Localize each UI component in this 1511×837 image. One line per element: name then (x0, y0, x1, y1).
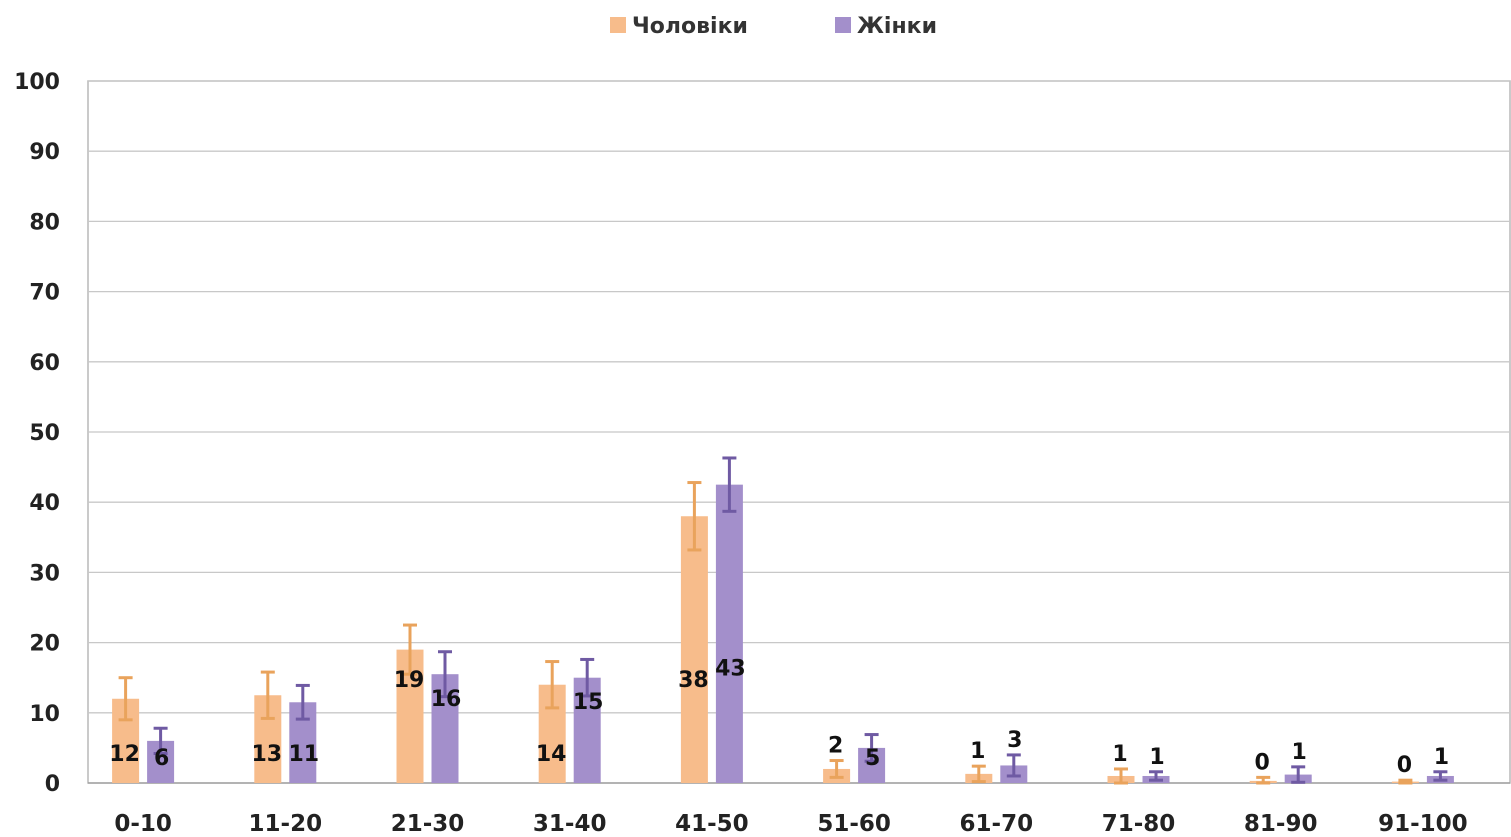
data-label: 6 (154, 746, 169, 771)
x-tick-label: 41-50 (675, 811, 749, 837)
x-tick-label: 61-70 (960, 811, 1034, 837)
x-tick-label: 21-30 (391, 811, 465, 837)
x-tick-label: 71-80 (1102, 811, 1176, 837)
y-tick-label: 20 (29, 632, 60, 657)
data-label: 12 (109, 742, 140, 767)
data-label: 1 (1292, 740, 1307, 765)
data-label: 2 (828, 734, 843, 759)
data-label: 0 (1397, 753, 1412, 778)
bar (680, 516, 708, 783)
data-label: 0 (1255, 750, 1270, 775)
legend: Чоловіки Жінки (610, 14, 937, 39)
x-tick-label: 11-20 (249, 811, 323, 837)
y-axis: 0 10 20 30 40 50 60 70 80 90 100 (14, 70, 60, 797)
x-tick-label: 91-100 (1378, 811, 1468, 837)
y-tick-label: 100 (14, 70, 60, 95)
y-tick-label: 10 (29, 702, 60, 727)
y-tick-label: 70 (29, 281, 60, 306)
error-bars (118, 456, 1448, 785)
data-label: 5 (865, 746, 880, 771)
y-tick-label: 80 (29, 210, 60, 235)
data-label: 43 (715, 657, 746, 682)
y-tick-label: 60 (29, 351, 60, 376)
legend-label: Жінки (857, 14, 937, 39)
legend-label: Чоловіки (632, 14, 748, 39)
y-tick-label: 0 (45, 772, 60, 797)
y-tick-label: 50 (29, 421, 60, 446)
legend-swatch (835, 17, 851, 33)
bars (112, 484, 1454, 783)
data-label: 15 (573, 690, 604, 715)
y-tick-label: 40 (29, 491, 60, 516)
data-label: 1 (1434, 745, 1449, 770)
x-tick-label: 31-40 (533, 811, 607, 837)
x-tick-label: 51-60 (817, 811, 891, 837)
data-label: 14 (536, 742, 567, 767)
x-tick-label: 81-90 (1244, 811, 1318, 837)
y-tick-label: 90 (29, 140, 60, 165)
x-tick-label: 0-10 (114, 811, 172, 837)
data-label: 11 (288, 742, 319, 767)
x-axis: 0-10 11-20 21-30 31-40 41-50 51-60 61-70 71-80 8… (114, 811, 1467, 837)
data-label: 3 (1007, 728, 1022, 753)
bar (715, 484, 743, 783)
y-tick-label: 30 (29, 561, 60, 586)
data-label: 38 (678, 668, 709, 693)
data-label: 1 (970, 739, 985, 764)
data-label: 1 (1112, 742, 1127, 767)
legend-swatch (610, 17, 626, 33)
data-label: 19 (394, 668, 425, 693)
data-label: 1 (1149, 745, 1164, 770)
data-label: 16 (431, 687, 462, 712)
grid-lines (87, 80, 1511, 784)
data-label: 13 (251, 742, 282, 767)
